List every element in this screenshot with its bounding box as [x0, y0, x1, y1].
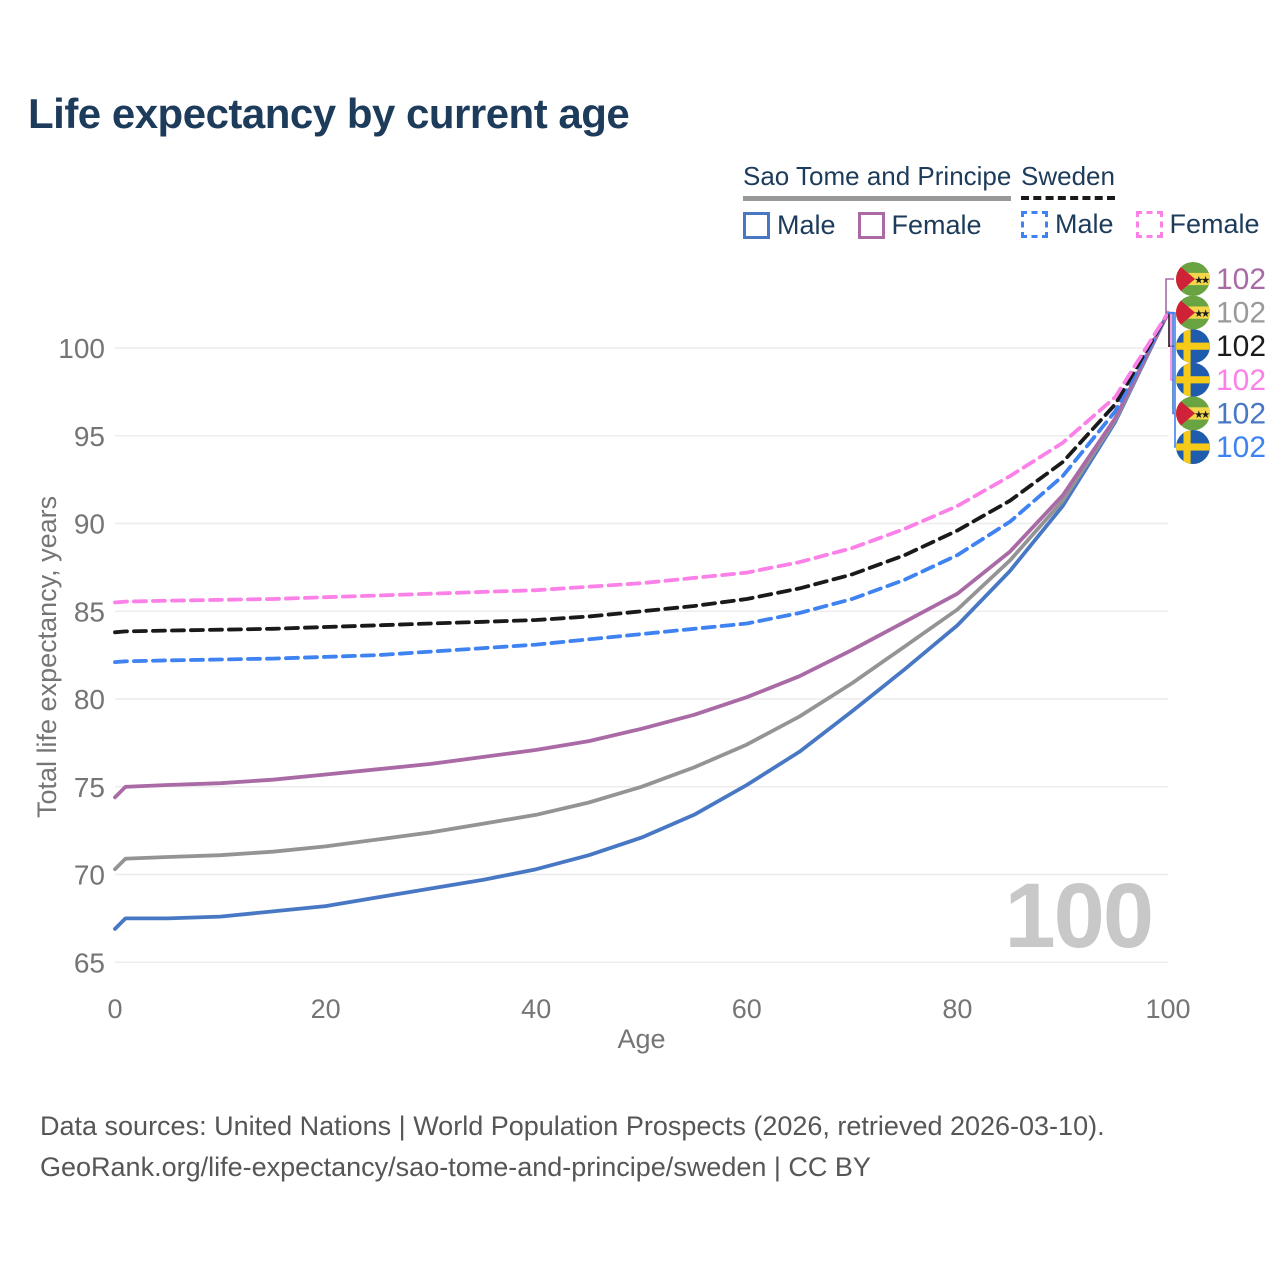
y-tick-label: 80 [74, 684, 105, 715]
legend-item-label: Male [777, 210, 836, 240]
legend-item-sweden-female[interactable]: Female [1135, 209, 1260, 240]
legend-item-label: Female [891, 210, 982, 240]
x-tick-label: 20 [311, 994, 341, 1024]
flag-icon-sao-tome-and-principe: ★★ [1176, 262, 1211, 296]
legend-items-sweden: Male Female [1021, 209, 1260, 240]
series-line-swe_total[interactable] [113, 310, 1170, 635]
flag-icon-sao-tome-and-principe: ★★ [1176, 295, 1211, 330]
y-tick-label: 75 [74, 772, 105, 803]
end-value-label-swe_female: 102 [1216, 364, 1266, 397]
leader-line-stp_female [1165, 278, 1174, 314]
svg-text:★: ★ [1201, 409, 1211, 421]
legend-group-sao-tome-and-principe: Sao Tome and Principe Male Female [743, 161, 1012, 241]
x-tick-label: 40 [521, 994, 551, 1024]
y-tick-label: 90 [74, 509, 105, 540]
svg-text:★: ★ [1194, 274, 1204, 286]
legend-items-sao-tome-and-principe: Male Female [743, 210, 1011, 241]
svg-text:★: ★ [1194, 308, 1204, 320]
sweden-male-swatch-icon [1021, 211, 1048, 238]
series-line-stp_total[interactable] [113, 310, 1170, 872]
end-value-label-stp_total: 102 [1216, 297, 1266, 330]
x-tick-label: 0 [107, 994, 122, 1024]
x-tick-label: 100 [1145, 994, 1190, 1024]
series-line-stp_male[interactable] [113, 310, 1170, 931]
y-axis-title: Total life expectancy, years [32, 495, 62, 818]
legend-group-sweden: Sweden Male Female [1021, 161, 1260, 240]
series-line-swe_female[interactable] [113, 310, 1170, 605]
y-tick-label: 100 [58, 333, 105, 364]
svg-text:★: ★ [1201, 274, 1211, 286]
y-tick-label: 95 [74, 421, 105, 452]
legend-item-label: Male [1055, 209, 1114, 239]
end-value-label-stp_female: 102 [1216, 263, 1266, 296]
stp-female-swatch-icon [857, 212, 885, 239]
data-sources-text: Data sources: United Nations | World Pop… [40, 1111, 1105, 1141]
flag-icon-sweden [1176, 329, 1210, 364]
legend-item-stp-male[interactable]: Male [743, 210, 836, 241]
svg-text:★: ★ [1194, 409, 1204, 421]
legend-country-sweden[interactable]: Sweden [1021, 161, 1115, 200]
flag-icon-sweden [1176, 430, 1210, 464]
svg-text:★: ★ [1201, 308, 1211, 320]
x-tick-label: 60 [732, 994, 762, 1024]
leader-line-swe_male [1168, 312, 1176, 448]
stp-male-swatch-icon [743, 212, 770, 239]
end-value-label-swe_total: 102 [1216, 330, 1266, 363]
end-value-label-swe_male: 102 [1216, 431, 1266, 464]
flag-icon-sweden [1176, 362, 1210, 397]
flag-icon-sao-tome-and-principe: ★★ [1176, 396, 1211, 431]
series-line-stp_female[interactable] [113, 310, 1170, 800]
footer: Data sources: United Nations | World Pop… [40, 1106, 1105, 1188]
sweden-female-swatch-icon [1135, 211, 1163, 238]
end-value-label-stp_male: 102 [1216, 397, 1266, 430]
legend-item-stp-female[interactable]: Female [857, 210, 982, 241]
page-title: Life expectancy by current age [28, 90, 630, 137]
attribution-text: GeoRank.org/life-expectancy/sao-tome-and… [40, 1152, 871, 1182]
y-tick-label: 65 [74, 947, 105, 978]
legend-item-label: Female [1169, 209, 1260, 239]
x-tick-label: 80 [942, 994, 972, 1024]
age-ticker-watermark: 100 [1004, 865, 1154, 967]
legend-country-sao-tome-and-principe[interactable]: Sao Tome and Principe [743, 161, 1012, 201]
y-tick-label: 70 [74, 860, 105, 891]
x-axis-title: Age [617, 1024, 666, 1054]
y-tick-label: 85 [74, 596, 105, 627]
series-line-swe_male[interactable] [113, 310, 1170, 664]
legend-item-sweden-male[interactable]: Male [1021, 209, 1114, 240]
